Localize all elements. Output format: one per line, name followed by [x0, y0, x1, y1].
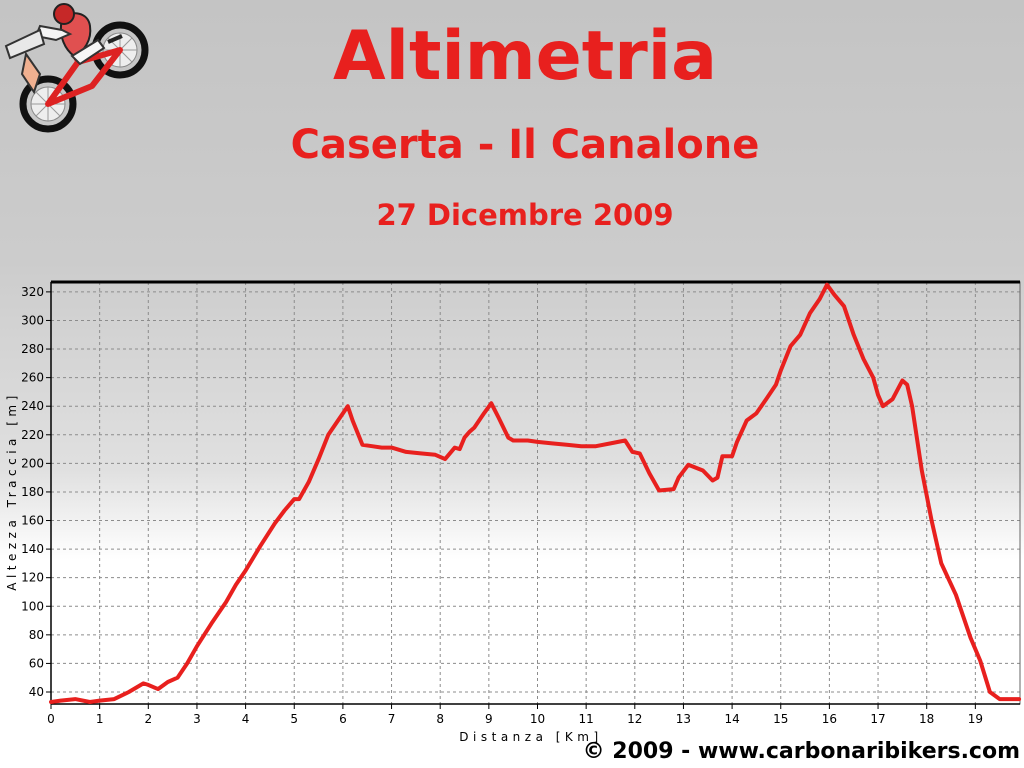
x-tick-label: 4: [242, 712, 250, 726]
x-axis-label: Distanza [Km]: [459, 730, 602, 744]
y-tick-label: 300: [21, 313, 44, 327]
y-tick-label: 280: [21, 342, 44, 356]
x-tick-label: 17: [870, 712, 885, 726]
y-tick-labels: 40 60 80 100 120 140 160 180 200 220 240 260 280 300 3…: [21, 285, 44, 699]
y-tick-label: 100: [21, 599, 44, 613]
y-tick-label: 240: [21, 399, 44, 413]
x-tick-label: 9: [485, 712, 493, 726]
x-tick-label: 18: [919, 712, 934, 726]
x-tick-label: 1: [96, 712, 104, 726]
y-tick-label: 140: [21, 542, 44, 556]
y-tick-label: 60: [29, 656, 44, 670]
x-tick-label: 15: [773, 712, 788, 726]
cyclist-logo: [4, 3, 149, 133]
copyright-footer: © 2009 - www.carbonaribikers.com: [582, 739, 1020, 764]
x-tick-label: 7: [388, 712, 396, 726]
y-tick-label: 160: [21, 514, 44, 528]
x-tick-label: 14: [724, 712, 739, 726]
x-tick-label: 0: [47, 712, 55, 726]
y-tick-label: 260: [21, 371, 44, 385]
grid: [51, 282, 1020, 704]
page-title: Altimetria: [333, 17, 717, 96]
x-tick-label: 2: [144, 712, 152, 726]
x-tick-label: 8: [436, 712, 444, 726]
rider-icon: [4, 3, 106, 95]
ride-date: 27 Dicembre 2009: [376, 198, 674, 232]
y-tick-label: 200: [21, 456, 44, 470]
y-tick-label: 220: [21, 428, 44, 442]
x-tick-label: 10: [530, 712, 545, 726]
y-tick-label: 120: [21, 571, 44, 585]
x-tick-label: 6: [339, 712, 347, 726]
y-tick-label: 180: [21, 485, 44, 499]
x-tick-label: 19: [968, 712, 983, 726]
x-tick-label: 3: [193, 712, 201, 726]
axes: [46, 280, 1021, 709]
x-tick-label: 5: [290, 712, 298, 726]
x-tick-label: 11: [579, 712, 594, 726]
plot-frame: [50, 281, 1021, 705]
y-tick-label: 320: [21, 285, 44, 299]
series-line-altitude: [49, 282, 1022, 704]
x-tick-label: 13: [676, 712, 691, 726]
y-axis-label: Altezza Traccia [m]: [5, 391, 19, 591]
route-subtitle: Caserta - Il Canalone: [290, 122, 760, 168]
y-tick-label: 80: [29, 628, 44, 642]
x-tick-label: 16: [822, 712, 837, 726]
x-tick-label: 12: [627, 712, 642, 726]
y-tick-label: 40: [29, 685, 44, 699]
x-tick-labels: 0 1 2 3 4 5 6 7 8 9 10 11 12 13 14 15 16 17 18 19: [47, 712, 983, 726]
